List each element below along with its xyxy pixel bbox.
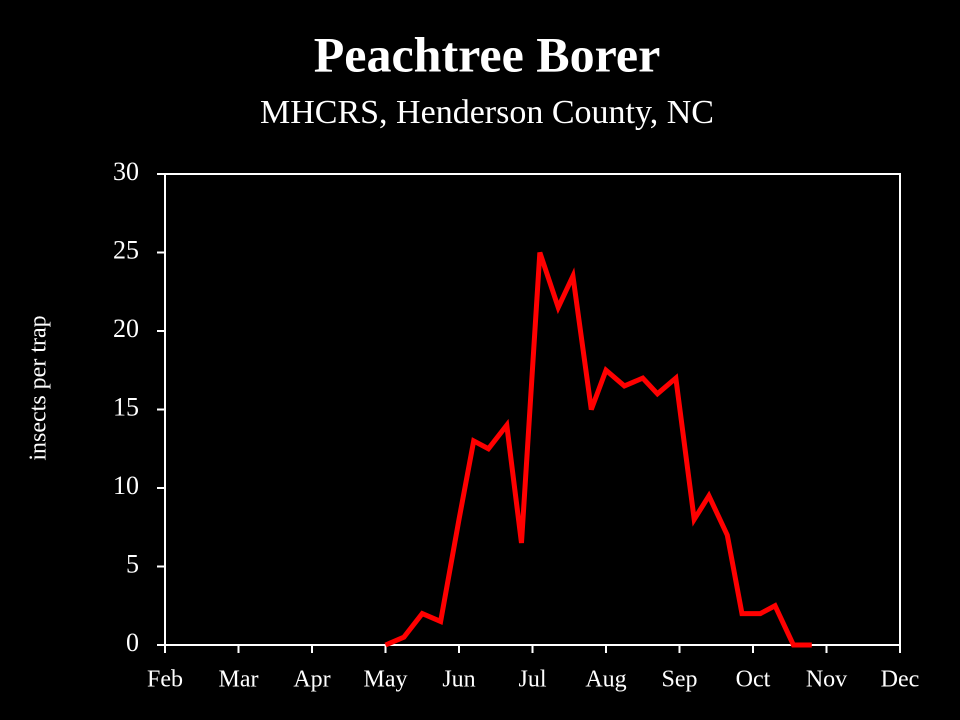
x-tick-label: Aug [585, 667, 626, 693]
chart-subtitle: MHCRS, Henderson County, NC [260, 94, 714, 131]
y-tick-label: 0 [126, 628, 139, 657]
x-tick-label: Jun [442, 667, 475, 693]
data-line [384, 251, 812, 648]
x-tick-label: Mar [219, 667, 259, 693]
x-tick-label: Nov [806, 667, 847, 693]
x-tick-label: Feb [147, 667, 183, 693]
x-tick-label: Sep [662, 667, 698, 693]
x-tick-label: Dec [881, 667, 920, 693]
y-tick-label: 30 [113, 157, 139, 186]
x-tick-label: May [364, 667, 408, 693]
x-tick-label: Oct [736, 667, 771, 693]
y-tick-label: 25 [113, 235, 139, 264]
y-tick-label: 5 [126, 549, 139, 578]
y-tick-label: 10 [113, 471, 139, 500]
y-tick-label: 20 [113, 314, 139, 343]
plot-frame [164, 173, 901, 646]
x-tick-label: Jul [518, 667, 546, 693]
y-tick-label: 15 [113, 392, 139, 421]
y-axis-label: insects per trap [26, 315, 52, 460]
x-tick-label: Apr [293, 667, 330, 693]
chart-title: Peachtree Borer [314, 26, 661, 82]
